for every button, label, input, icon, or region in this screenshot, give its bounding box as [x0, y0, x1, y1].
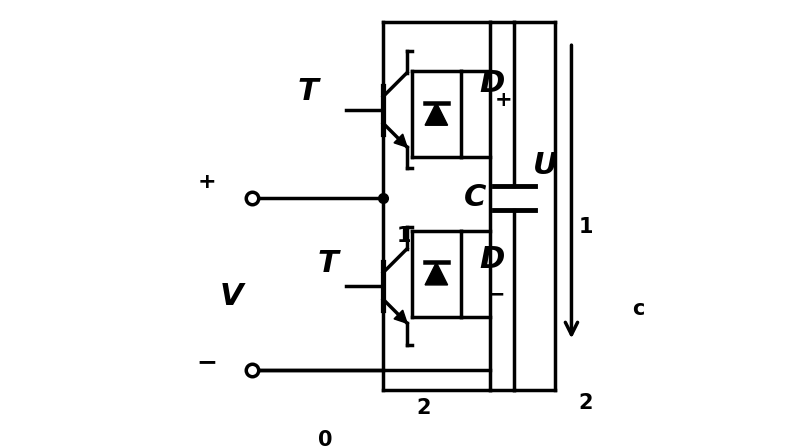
- Text: 1: 1: [396, 226, 411, 245]
- Text: 1: 1: [578, 217, 593, 237]
- Text: D: D: [479, 69, 505, 98]
- Text: −: −: [197, 350, 217, 374]
- Text: c: c: [632, 299, 644, 319]
- Text: +: +: [495, 90, 513, 110]
- Text: C: C: [464, 183, 487, 212]
- Polygon shape: [425, 262, 447, 285]
- Text: +: +: [197, 172, 217, 192]
- Polygon shape: [394, 310, 407, 323]
- Text: D: D: [479, 245, 505, 274]
- Text: U: U: [533, 151, 558, 180]
- Polygon shape: [425, 103, 447, 125]
- Polygon shape: [394, 134, 407, 147]
- Text: 0: 0: [319, 430, 333, 447]
- Text: 2: 2: [417, 397, 431, 417]
- Text: V: V: [220, 282, 243, 311]
- Text: T: T: [297, 77, 318, 106]
- Text: 2: 2: [578, 393, 593, 413]
- Text: −: −: [487, 284, 505, 304]
- Text: T: T: [318, 249, 338, 278]
